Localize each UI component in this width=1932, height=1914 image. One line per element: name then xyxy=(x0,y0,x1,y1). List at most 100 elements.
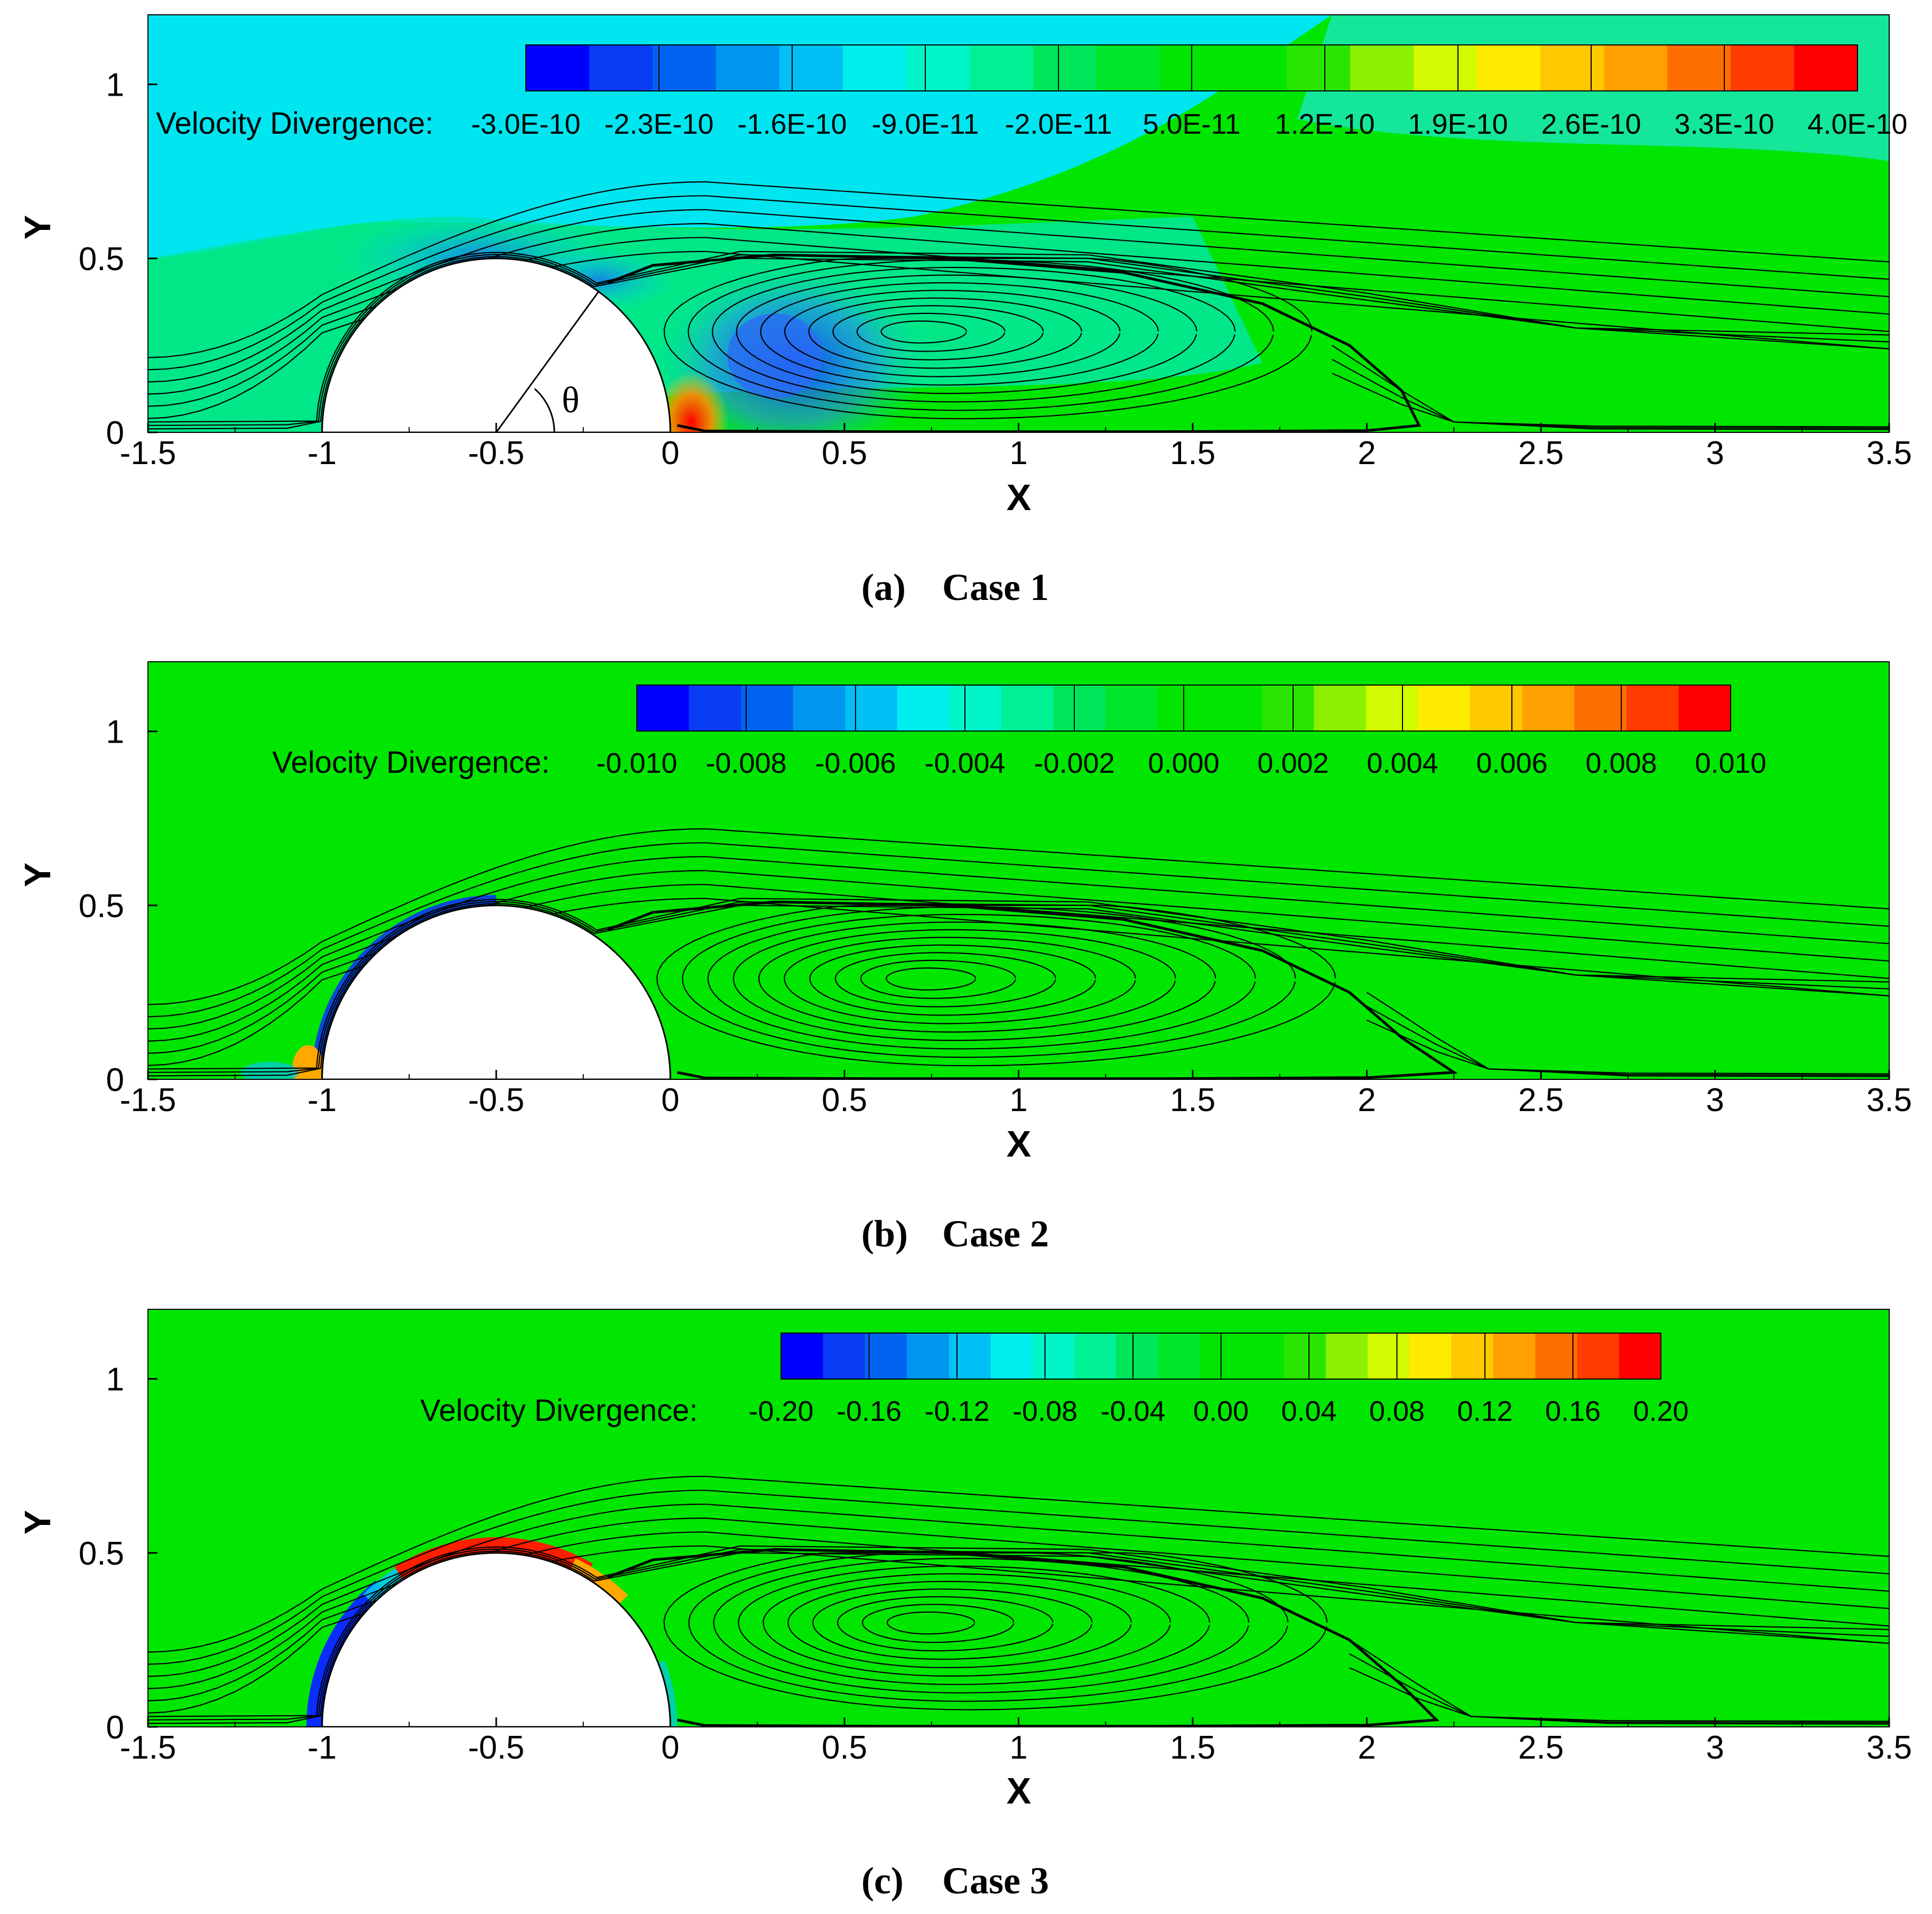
colorbar-label: 3.3E-10 xyxy=(1674,108,1774,140)
recirculation-streamline xyxy=(886,967,977,991)
recirculation-streamline xyxy=(663,257,1313,420)
colorbar-swatch xyxy=(1053,685,1106,731)
colorbar-label: 1.9E-10 xyxy=(1408,108,1508,140)
streamline xyxy=(148,903,1889,1077)
colorbar-label: 0.010 xyxy=(1695,747,1766,779)
colorbar-swatch xyxy=(1604,45,1668,91)
colorbar-swatch xyxy=(897,685,950,731)
recirculation-streamline xyxy=(787,1580,1132,1669)
y-tick-label: 0 xyxy=(106,1062,124,1098)
colorbar-swatch xyxy=(1097,45,1160,91)
separation-streamline xyxy=(607,253,1422,432)
x-tick-label: 2 xyxy=(1358,1082,1376,1118)
streamline xyxy=(1332,373,1889,428)
colorbar-swatch xyxy=(741,685,794,731)
axes: -1.5 -1 -0.5 0 0.5 1 1.5 2 2.5 3 3.5 0 0.5 1 xyxy=(79,14,1912,471)
colorbar-swatch xyxy=(1074,1333,1117,1379)
colorbar-swatch xyxy=(1033,45,1097,91)
colorbar-label: -0.010 xyxy=(596,747,677,779)
streamline xyxy=(148,256,1889,430)
colorbar xyxy=(636,685,1731,732)
colorbar-labels: -3.0E-10 -2.3E-10 -1.6E-10 -9.0E-11 -2.0E-11… xyxy=(471,108,1907,140)
x-axis-label: X xyxy=(1007,477,1032,518)
y-axis-label: Y xyxy=(17,215,58,240)
y-axis-label: Y xyxy=(17,1510,58,1535)
colorbar-label: 1.2E-10 xyxy=(1275,108,1374,140)
colorbar-swatch xyxy=(823,1333,866,1379)
axes: -1.5 -1 -0.5 0 0.5 1 1.5 2 2.5 3 3.5 0 0.5 1 xyxy=(79,1309,1912,1766)
streamline xyxy=(148,181,1889,358)
streamline xyxy=(148,1545,1889,1717)
x-tick-label: 1.5 xyxy=(1170,1082,1215,1118)
colorbar-swatch xyxy=(689,685,741,731)
recirculation-streamline xyxy=(688,1552,1289,1702)
colorbar-swatch xyxy=(1470,685,1523,731)
streamline xyxy=(148,828,1889,1005)
x-tick-label: 0.5 xyxy=(822,1082,867,1118)
colorbar-title: Velocity Divergence: xyxy=(420,1393,698,1428)
colorbar xyxy=(781,1333,1661,1380)
recirculation-streamline xyxy=(758,929,1176,1033)
colorbar-swatch xyxy=(949,1333,991,1379)
colorbar-swatch xyxy=(1522,685,1575,731)
case-caption: Case 2 xyxy=(942,1213,1049,1255)
colorbar-label: 0.00 xyxy=(1193,1395,1249,1427)
colorbar-swatch xyxy=(1314,685,1367,731)
panel-a: Velocity Divergence: -3.0E-10 -2.3E-10 -1.… xyxy=(17,14,1912,608)
y-tick-label: 1 xyxy=(106,67,124,104)
colorbar-swatch xyxy=(1366,685,1419,731)
colorbar-swatch xyxy=(845,685,898,731)
colorbar-swatch xyxy=(1794,45,1858,91)
y-tick-label: 0 xyxy=(106,1709,124,1746)
streamline xyxy=(148,842,1889,1018)
streamline xyxy=(148,1550,1889,1724)
colorbar-swatch xyxy=(1577,1333,1620,1379)
recirculation-streamline xyxy=(736,274,1197,394)
colorbar-frame xyxy=(636,685,1731,732)
colorbar-swatch xyxy=(589,45,653,91)
colorbar-swatch xyxy=(779,45,843,91)
colorbar-label: 0.002 xyxy=(1257,747,1329,779)
recirculation-streamline xyxy=(707,913,1256,1050)
colorbar-label: -2.0E-11 xyxy=(1005,108,1112,140)
colorbar-swatch xyxy=(1287,45,1351,91)
colorbar-label: 5.0E-11 xyxy=(1143,108,1240,140)
colorbar-swatch xyxy=(1451,1333,1494,1379)
x-axis-label: X xyxy=(1007,1770,1032,1811)
colorbar-labels: -0.010 -0.008 -0.006 -0.004 -0.002 0.000 0.002… xyxy=(596,747,1766,779)
recirculation-streamline xyxy=(784,290,1121,377)
panel-b: Velocity Divergence: -0.010 -0.008 -0.006-… xyxy=(17,661,1912,1255)
colorbar-label: -0.04 xyxy=(1100,1395,1165,1427)
separation-streamline xyxy=(607,900,1458,1079)
x-tick-label: -0.5 xyxy=(468,435,525,471)
colorbar-labels: -0.20 -0.16 -0.12 -0.08 -0.04 0.00 0.04 0.08 0.1… xyxy=(748,1395,1688,1427)
cylinder xyxy=(321,1552,672,1727)
recirculation-streamline xyxy=(832,305,1044,360)
colorbar-swatch xyxy=(1574,685,1627,731)
y-tick-label: 0.5 xyxy=(79,241,124,278)
colorbar-frame xyxy=(781,1333,1661,1380)
recirculation-streamline xyxy=(656,904,1336,1067)
colorbar-swatch xyxy=(716,45,780,91)
colorbar-swatch xyxy=(653,45,717,91)
theta-annotation: θ xyxy=(562,380,580,421)
cylinder xyxy=(321,904,672,1079)
x-tick-label: 1.5 xyxy=(1170,435,1215,471)
recirculation-streamline xyxy=(808,297,1082,369)
recirculation-streamline xyxy=(837,1596,1054,1652)
x-tick-label: -1 xyxy=(308,1730,337,1766)
y-tick-label: 1 xyxy=(106,1362,124,1398)
x-tick-label: -1.5 xyxy=(120,435,177,471)
colorbar-swatch xyxy=(1350,45,1414,91)
colorbar-swatch xyxy=(1414,45,1478,91)
x-tick-label: 1 xyxy=(1009,435,1027,471)
colorbar-swatch xyxy=(906,45,970,91)
x-tick-label: -1.5 xyxy=(120,1082,177,1118)
recirculation-streamline xyxy=(812,1588,1093,1660)
streamline xyxy=(148,1548,1889,1721)
colorbar-swatch xyxy=(1368,1333,1410,1379)
panel-caption: (b) xyxy=(861,1213,908,1255)
colorbar-label: 0.006 xyxy=(1476,747,1547,779)
colorbar-label: -0.08 xyxy=(1013,1395,1078,1427)
recirculation-streamline xyxy=(732,921,1216,1041)
